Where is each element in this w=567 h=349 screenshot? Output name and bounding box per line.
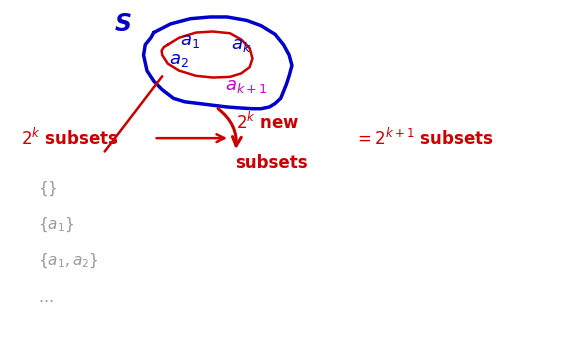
Text: $2^k$ new: $2^k$ new bbox=[235, 112, 299, 133]
Text: $\{\}$: $\{\}$ bbox=[38, 179, 58, 198]
Text: $a_k$: $a_k$ bbox=[231, 36, 252, 54]
Text: $a_1$: $a_1$ bbox=[180, 32, 200, 50]
Text: $\{a_1,a_2\}$: $\{a_1,a_2\}$ bbox=[38, 252, 99, 270]
Text: subsets: subsets bbox=[235, 154, 308, 172]
Text: $\ldots$: $\ldots$ bbox=[38, 290, 53, 305]
Text: $= 2^{k+1}$ subsets: $= 2^{k+1}$ subsets bbox=[354, 127, 494, 149]
Text: $a_2$: $a_2$ bbox=[169, 51, 189, 69]
Text: $\{a_1\}$: $\{a_1\}$ bbox=[38, 215, 74, 234]
Text: $2^k$ subsets: $2^k$ subsets bbox=[21, 127, 119, 149]
Text: S: S bbox=[114, 12, 131, 36]
Text: $a_{k+1}$: $a_{k+1}$ bbox=[226, 77, 268, 95]
